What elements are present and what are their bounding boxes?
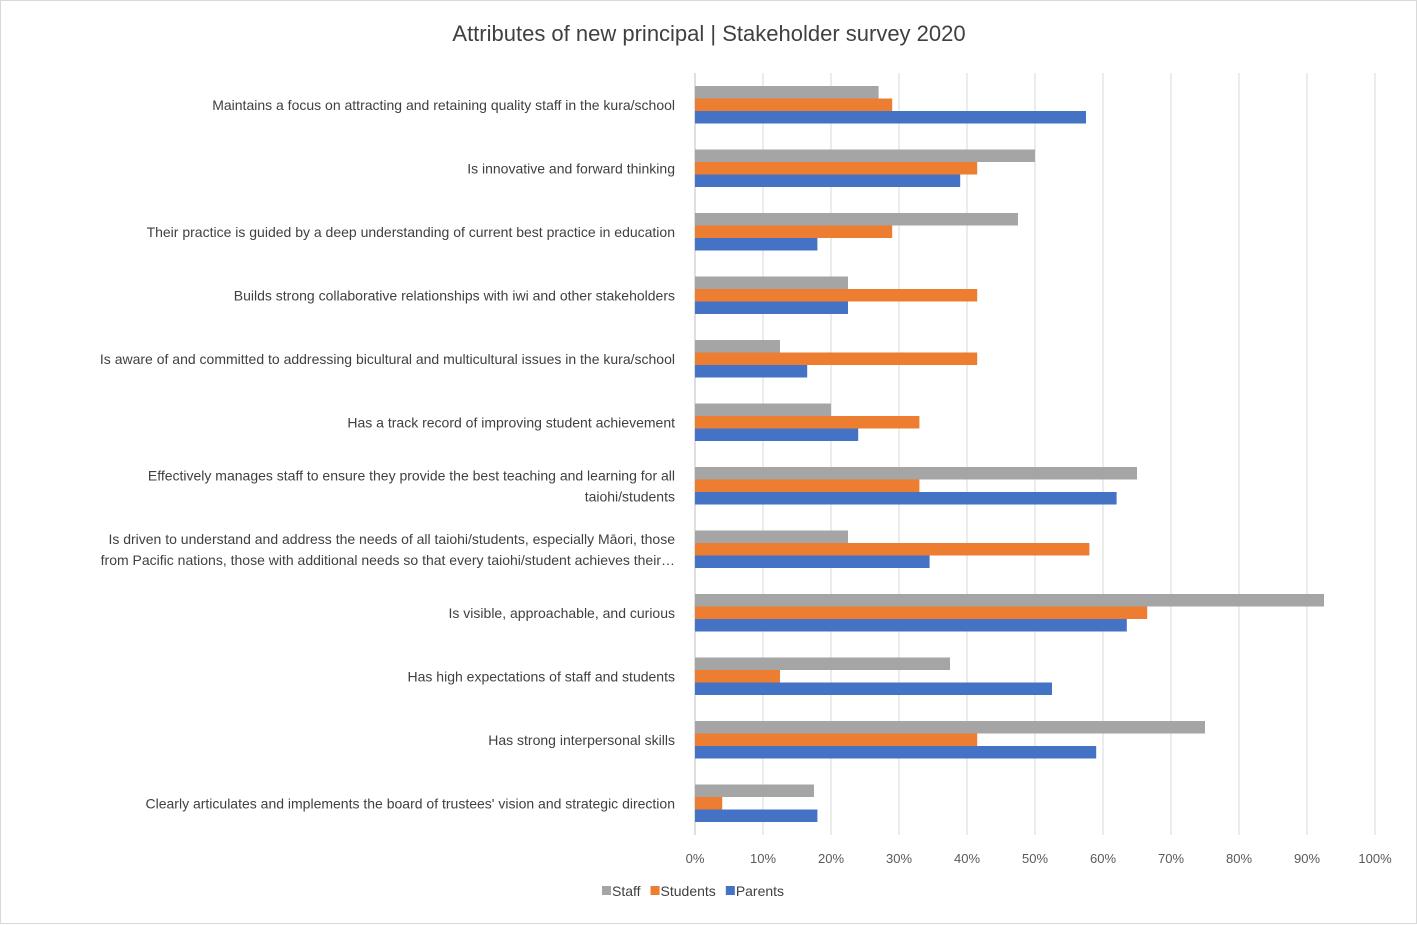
bar-students [695, 162, 978, 175]
legend-label-students: Students [661, 883, 716, 899]
x-tick-label: 90% [1294, 851, 1320, 866]
bar-staff [695, 721, 1205, 734]
gridlines [694, 73, 1376, 835]
bar-parents [695, 555, 930, 568]
bar-parents [695, 238, 818, 251]
bar-students [695, 733, 978, 746]
legend-label-parents: Parents [736, 883, 784, 899]
bar-students [695, 352, 978, 365]
x-tick-label: 80% [1226, 851, 1252, 866]
bar-staff [695, 403, 831, 416]
x-tick-label: 70% [1158, 851, 1184, 866]
bar-parents [695, 428, 859, 441]
bar-staff [695, 657, 950, 670]
bar-staff [695, 213, 1018, 226]
x-tick-label: 0% [686, 851, 705, 866]
bar-students [695, 797, 723, 810]
legend-swatch-staff [602, 886, 611, 895]
bar-staff [695, 784, 814, 797]
category-label: Has strong interpersonal skills [488, 732, 675, 748]
category-label: Is visible, approachable, and curious [449, 605, 675, 621]
bar-parents [695, 492, 1117, 505]
chart-title: Attributes of new principal | Stakeholde… [452, 21, 965, 46]
bar-staff [695, 530, 848, 543]
legend-swatch-parents [725, 886, 735, 895]
x-axis-ticks: 0% 10% 20% 30% 40% 50% 60% 70% 80% 90% 100% [686, 851, 1392, 866]
bar-parents [695, 619, 1127, 632]
bar-staff [695, 467, 1137, 480]
bar-students [695, 289, 978, 302]
bar-students [695, 606, 1148, 619]
bar-students [695, 416, 920, 429]
category-label: Has high expectations of staff and stude… [408, 668, 675, 684]
legend-label-staff: Staff [612, 883, 641, 899]
x-tick-label: 10% [750, 851, 776, 866]
bar-students [695, 98, 893, 111]
legend: Staff Students Parents [602, 883, 784, 899]
category-label: Is innovative and forward thinking [467, 160, 675, 176]
bar-staff [695, 340, 780, 353]
category-label: Maintains a focus on attracting and reta… [212, 97, 675, 113]
bar-staff [695, 149, 1035, 162]
category-label: Effectively manages staff to ensure they… [148, 467, 675, 483]
category-label: Their practice is guided by a deep under… [147, 224, 675, 240]
category-label: Is aware of and committed to addressing … [100, 351, 675, 367]
bar-students [695, 225, 893, 238]
x-tick-label: 20% [818, 851, 844, 866]
x-tick-label: 60% [1090, 851, 1116, 866]
bar-parents [695, 111, 1086, 124]
category-label: Is driven to understand and address the … [108, 531, 675, 547]
bar-parents [695, 746, 1097, 759]
category-label: Builds strong collaborative relationship… [234, 287, 675, 303]
legend-swatch-students [650, 886, 660, 895]
category-labels: Maintains a focus on attracting and reta… [100, 97, 675, 812]
bar-students [695, 670, 780, 683]
category-label: from Pacific nations, those with additio… [101, 552, 675, 568]
bar-parents [695, 301, 848, 314]
bar-students [695, 479, 920, 492]
category-label: taiohi/students [585, 488, 675, 504]
bar-staff [695, 594, 1324, 607]
bar-parents [695, 682, 1052, 695]
category-label: Has a track record of improving student … [347, 414, 675, 430]
bar-students [695, 543, 1090, 556]
x-tick-label: 30% [886, 851, 912, 866]
bar-parents [695, 365, 808, 378]
x-tick-label: 50% [1022, 851, 1048, 866]
x-tick-label: 40% [954, 851, 980, 866]
bar-staff [695, 86, 879, 99]
bar-staff [695, 276, 848, 289]
x-tick-label: 100% [1358, 851, 1392, 866]
bars [695, 86, 1324, 822]
bar-parents [695, 809, 818, 822]
bar-parents [695, 174, 961, 187]
category-label: Clearly articulates and implements the b… [146, 795, 676, 811]
